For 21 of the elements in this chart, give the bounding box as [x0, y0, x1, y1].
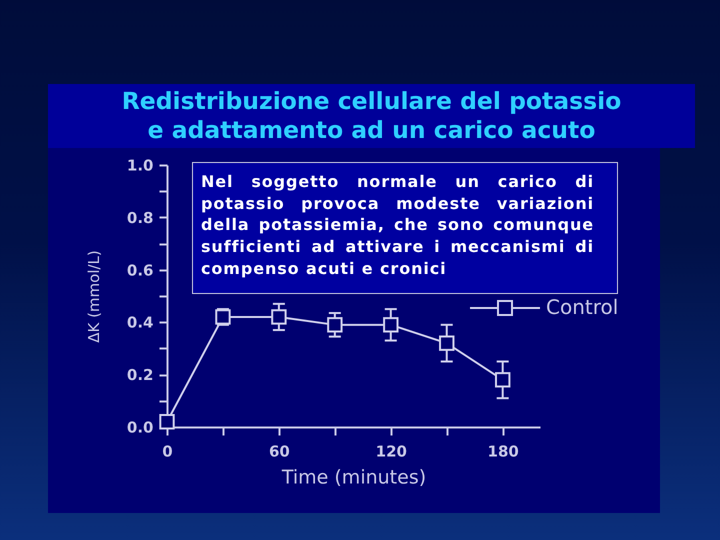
y-tick-label: 0.6 [126, 261, 154, 280]
point [383, 317, 399, 333]
y-tick-label: 0.4 [126, 314, 154, 332]
point [327, 317, 343, 333]
y-tick-label: 0.0 [126, 418, 154, 436]
point [271, 309, 287, 325]
x-tick-label: 60 [268, 442, 290, 460]
y-tick-label: 0.2 [126, 366, 154, 384]
x-axis-title: Time (minutes) [280, 466, 426, 488]
point [439, 335, 454, 351]
x-tick-label: 0 [162, 442, 173, 460]
legend-label: Control [546, 295, 618, 319]
chart-title: Redistribuzione cellulare del potassio e adattamento ad un carico acuto [122, 87, 622, 145]
y-tick-label: 0.8 [126, 208, 154, 227]
y-tick-label: 1.0 [126, 156, 154, 174]
x-tick-label: 180 [488, 442, 519, 460]
x-tick-label: 120 [376, 442, 407, 460]
point [494, 372, 510, 388]
annotation: Nel soggetto normale un carico di potassio provoca modeste variazioni della potassiemia, che sono comunque sufficienti ad attivare i meccanismi di compenso acuti e cronici [192, 162, 618, 294]
y-axis-title: ΔK (mmol/L) [84, 250, 103, 343]
point [159, 414, 175, 430]
